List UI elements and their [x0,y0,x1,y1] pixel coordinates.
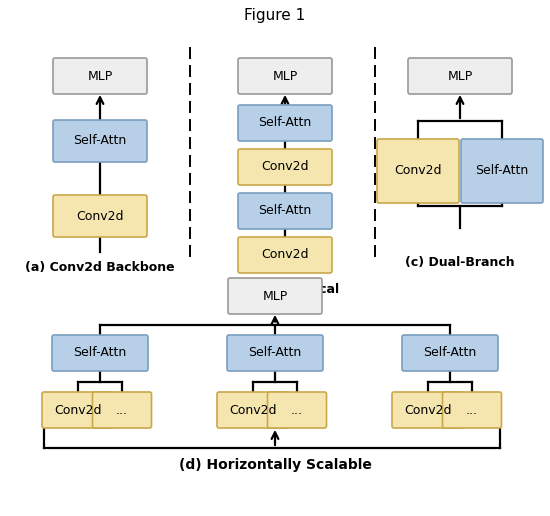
Text: MLP: MLP [262,289,288,302]
FancyBboxPatch shape [53,120,147,162]
FancyBboxPatch shape [392,392,464,428]
Text: Conv2d: Conv2d [54,404,102,416]
Text: Conv2d: Conv2d [76,209,124,222]
FancyBboxPatch shape [267,392,327,428]
Text: (d) Horizontally Scalable: (d) Horizontally Scalable [179,458,371,472]
FancyBboxPatch shape [42,392,114,428]
FancyBboxPatch shape [53,195,147,237]
FancyBboxPatch shape [53,58,147,94]
Text: Self-Attn: Self-Attn [258,204,312,218]
Text: ...: ... [116,404,128,416]
Text: Conv2d: Conv2d [261,160,309,173]
Text: Self-Attn: Self-Attn [249,347,301,360]
Text: Self-Attn: Self-Attn [258,117,312,130]
FancyBboxPatch shape [52,335,148,371]
Text: Conv2d: Conv2d [394,165,442,178]
Text: Self-Attn: Self-Attn [73,347,126,360]
Text: Self-Attn: Self-Attn [424,347,477,360]
FancyBboxPatch shape [238,149,332,185]
Text: MLP: MLP [87,70,113,83]
FancyBboxPatch shape [228,278,322,314]
Text: ...: ... [291,404,303,416]
Text: (a) Conv2d Backbone: (a) Conv2d Backbone [25,261,175,274]
FancyBboxPatch shape [238,58,332,94]
FancyBboxPatch shape [443,392,502,428]
Text: (b) Hierarchical: (b) Hierarchical [230,283,339,296]
FancyBboxPatch shape [238,193,332,229]
FancyBboxPatch shape [92,392,151,428]
Text: Self-Attn: Self-Attn [475,165,529,178]
Text: MLP: MLP [447,70,472,83]
Text: Conv2d: Conv2d [404,404,452,416]
Text: (c) Dual-Branch: (c) Dual-Branch [405,256,515,269]
Text: Conv2d: Conv2d [261,249,309,262]
Text: Figure 1: Figure 1 [244,8,306,23]
FancyBboxPatch shape [461,139,543,203]
FancyBboxPatch shape [238,105,332,141]
FancyBboxPatch shape [227,335,323,371]
Text: MLP: MLP [272,70,298,83]
FancyBboxPatch shape [217,392,289,428]
FancyBboxPatch shape [377,139,459,203]
FancyBboxPatch shape [408,58,512,94]
Text: Self-Attn: Self-Attn [73,135,126,148]
FancyBboxPatch shape [402,335,498,371]
Text: Conv2d: Conv2d [229,404,277,416]
Text: ...: ... [466,404,478,416]
FancyBboxPatch shape [238,237,332,273]
